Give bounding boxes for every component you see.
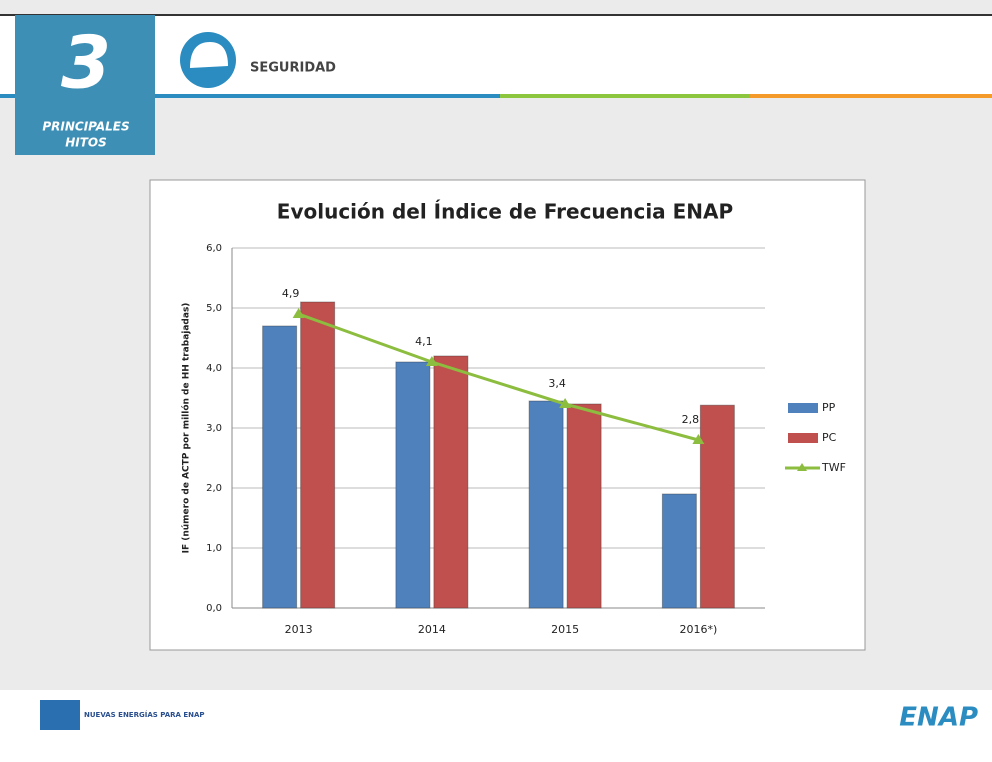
bar	[566, 403, 602, 609]
line	[298, 312, 699, 442]
legend-swatch	[788, 433, 818, 443]
data-label: 4,1	[415, 335, 433, 348]
chart-title: Evolución del Índice de Frecuencia ENAP	[277, 200, 733, 224]
legend-label: PC	[822, 431, 837, 444]
bar	[661, 493, 697, 609]
helmet	[190, 42, 228, 68]
bar	[528, 400, 564, 609]
hito-text: PRINCIPALES	[42, 120, 129, 134]
line-marker	[292, 308, 305, 318]
x-tick-label: 2015	[551, 623, 579, 636]
y-tick-label: 4,0	[206, 363, 222, 374]
bar	[433, 355, 469, 609]
legend-label: TWF	[821, 461, 846, 474]
hito-number: 3	[61, 21, 111, 105]
hito-text: HITOS	[65, 136, 107, 150]
y-tick-label: 1,0	[206, 543, 222, 554]
x-tick-label: 2014	[418, 623, 446, 636]
footer-band	[0, 690, 992, 758]
data-label: 3,4	[548, 377, 566, 390]
y-tick-label: 0,0	[206, 603, 222, 614]
bar	[395, 361, 431, 609]
legend-label: PP	[822, 401, 836, 414]
y-tick-label: 3,0	[206, 423, 222, 434]
y-tick-label: 6,0	[206, 243, 222, 254]
logo-right: ENAP	[899, 703, 978, 733]
chart-frame	[149, 179, 866, 651]
legend-marker	[797, 463, 807, 471]
logo-left-icon	[40, 700, 80, 730]
rule-green	[500, 94, 750, 98]
y-axis-label: IF (número de ACTP por millón de HH trab…	[181, 303, 192, 554]
line-marker	[692, 434, 705, 444]
top-rule	[0, 14, 992, 16]
line-marker	[559, 398, 572, 408]
data-label: 4,9	[282, 287, 300, 300]
line-marker	[425, 356, 438, 366]
rule-blue	[0, 94, 500, 98]
section-title: SEGURIDAD	[250, 61, 336, 76]
bar	[300, 301, 336, 609]
hito-box	[15, 15, 155, 155]
data-label: 2,8	[682, 413, 700, 426]
y-tick-label: 2,0	[206, 483, 222, 494]
y-tick-label: 5,0	[206, 303, 222, 314]
header-band	[0, 16, 992, 96]
bar	[262, 325, 298, 609]
legend-swatch	[788, 403, 818, 413]
x-tick-label: 2013	[285, 623, 313, 636]
rule-orange	[750, 94, 992, 98]
bar	[699, 404, 735, 609]
x-tick-label: 2016*)	[679, 623, 717, 636]
logo-left: NUEVAS ENERGÍAS PARA ENAP	[84, 710, 205, 719]
